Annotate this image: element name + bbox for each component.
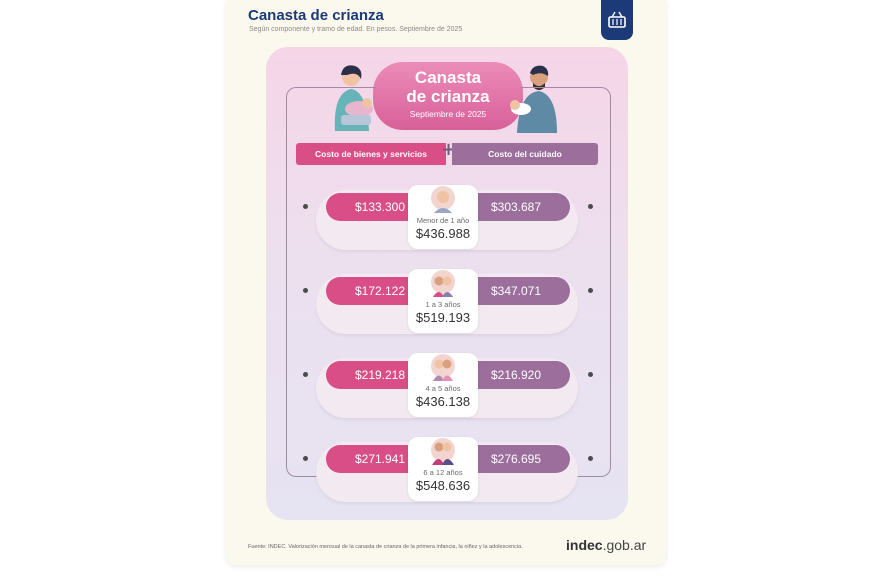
- age-label: 1 a 3 años: [425, 300, 461, 309]
- age-badge: Menor de 1 año $436.988: [408, 185, 478, 249]
- children-icon: [431, 438, 455, 465]
- connector-dot: [588, 372, 593, 377]
- age-row: $219.218 $216.920 4 a 5 años $436.138: [266, 353, 628, 435]
- connector-dot: [588, 288, 593, 293]
- care-cost-value: $347.071: [462, 277, 570, 305]
- logo-suffix: .gob.ar: [602, 537, 647, 553]
- banner-date: Septiembre de 2025: [409, 109, 487, 119]
- page-title: Canasta de crianza: [248, 7, 384, 24]
- source-footnote: Fuente: INDEC. Valorización mensual de l…: [248, 544, 523, 550]
- care-cost-value: $276.695: [462, 445, 570, 473]
- age-badge: 4 a 5 años $436.138: [408, 353, 478, 417]
- page-subtitle: Según componente y tramo de edad. En pes…: [249, 26, 463, 33]
- connector-dot: [303, 372, 308, 377]
- mother-with-baby-illustration: [334, 65, 373, 131]
- care-cost-category: Costo del cuidado: [452, 143, 598, 165]
- connector-dot: [303, 288, 308, 293]
- age-row: $271.941 $276.695 6 a 12 años $548.636: [266, 437, 628, 519]
- connector-dot: [588, 204, 593, 209]
- father-with-baby-illustration: [510, 65, 557, 133]
- total-value: $436.988: [415, 226, 471, 241]
- baby-icon: [431, 186, 455, 213]
- age-label: Menor de 1 año: [416, 216, 470, 225]
- logo-main: indec: [566, 537, 603, 553]
- total-value: $548.636: [415, 478, 471, 493]
- age-badge: 6 a 12 años $548.636: [408, 437, 478, 501]
- toddlers-icon: [431, 270, 455, 297]
- total-value: $519.193: [415, 310, 471, 325]
- basket-badge: [601, 0, 633, 40]
- connector-dot: [303, 204, 308, 209]
- main-panel: Canasta de crianza Septiembre de 2025: [266, 47, 628, 520]
- goods-services-category: Costo de bienes y servicios: [296, 143, 446, 165]
- care-cost-value: $216.920: [462, 361, 570, 389]
- age-label: 6 a 12 años: [423, 468, 463, 477]
- age-row: $172.122 $347.071 1 a 3 años $519.193: [266, 269, 628, 351]
- banner-title-line2: de crianza: [406, 87, 490, 106]
- connector-dot: [588, 456, 593, 461]
- connector-dot: [303, 456, 308, 461]
- age-label: 4 a 5 años: [425, 384, 461, 393]
- banner-title-line1: Canasta: [414, 68, 482, 87]
- total-value: $436.138: [415, 394, 471, 409]
- basket-icon: [608, 11, 626, 28]
- care-cost-value: $303.687: [462, 193, 570, 221]
- age-row: $133.300 $303.687 Menor de 1 año $436.98…: [266, 185, 628, 267]
- infographic-card: Canasta de crianza Según componente y tr…: [226, 0, 666, 565]
- preschoolers-icon: [431, 354, 455, 381]
- age-badge: 1 a 3 años $519.193: [408, 269, 478, 333]
- indec-logo: indec.gob.ar: [566, 537, 646, 553]
- banner-pill: Canasta de crianza Septiembre de 2025: [373, 62, 523, 130]
